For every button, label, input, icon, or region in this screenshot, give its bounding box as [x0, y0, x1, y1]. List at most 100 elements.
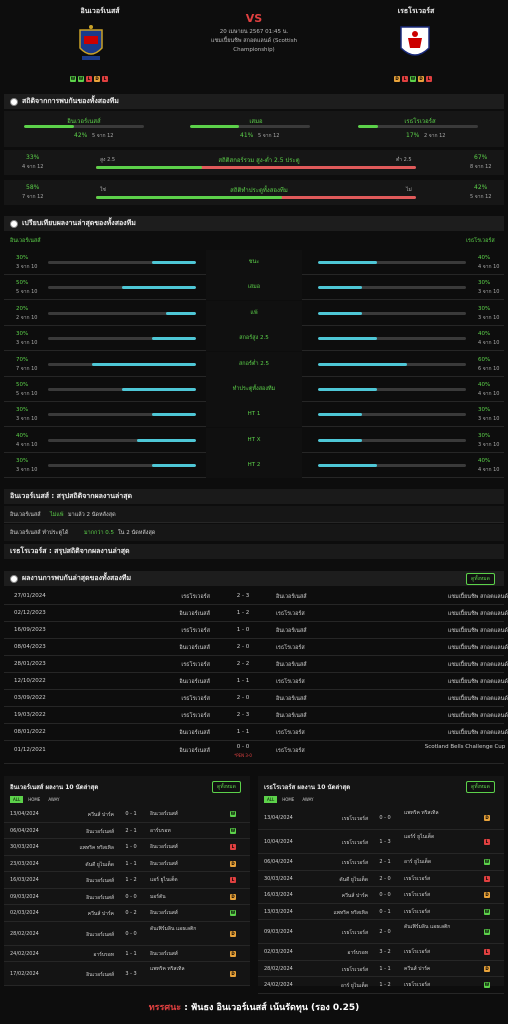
table-row[interactable]: 08/01/2022 อินเวอร์เนสส์ 1 - 1 เรธโรเวอร์ส แ… — [4, 724, 508, 741]
table-row[interactable]: 27/01/2024 เรธโรเวอร์ส 2 - 3 อินเวอร์เนสส์ แ… — [4, 588, 508, 605]
home-bar — [48, 337, 196, 341]
table-row[interactable]: 28/02/2024 อินเวอร์เนสส์ 0 - 0 ดันเฟิร์มลิน… — [4, 922, 250, 946]
filter-tab-home[interactable]: HOME — [282, 797, 295, 802]
away-pct: 40% — [478, 458, 491, 465]
home-bar-fill — [122, 286, 196, 290]
table-row[interactable]: 13/03/2024 แพทริค ทริสเทิล 0 - 1 เรธโรเวอร์… — [258, 904, 504, 920]
table-row[interactable]: 23/03/2024 ดันดี ยูไนเต็ด 1 - 1 อินเวอร์เนส… — [4, 856, 250, 872]
table-row[interactable]: 09/03/2024 เรธโรเวอร์ส 2 - 0 ดันเฟิร์มลิน แ… — [258, 920, 504, 944]
compare-row: 20% 2 จาก 10 แพ้ 30% 3 จาก 10 — [4, 300, 504, 326]
table-row[interactable]: 03/09/2022 เรธโรเวอร์ส 2 - 0 อินเวอร์เนสส์ แ… — [4, 690, 508, 707]
home-count: 3 จาก 10 — [16, 416, 38, 423]
competition: แชมเปี้ยนชิพ สกอตแลนด์ — [447, 730, 508, 736]
score: 2 - 1 — [125, 827, 137, 834]
h2h-stats-header: สถิติจากการพบกันของทั้งสองทีม — [4, 94, 504, 109]
away-view-all-button[interactable]: ดูทั้งหมด — [466, 781, 495, 793]
table-row[interactable]: 08/04/2023 อินเวอร์เนสส์ 2 - 0 เรธโรเวอร์ส แ… — [4, 639, 508, 656]
btts-panel: 58% 7 จาก 12 ใช่ สถิติทำประตูทั้งสองทีม … — [4, 180, 504, 205]
score: 2 - 0 — [379, 875, 391, 882]
under-count: 8 จาก 12 — [470, 164, 492, 170]
compare-row: 40% 4 จาก 10 HT X 30% 3 จาก 10 — [4, 427, 504, 453]
filter-tab-all[interactable]: ALL — [264, 796, 278, 803]
table-row[interactable]: 06/04/2024 เรธโรเวอร์ส 2 - 1 อาร์ ยูไนเต็ด W — [258, 854, 504, 871]
home-team: เรธโรเวอร์ส — [181, 594, 210, 600]
home-pct: 20% — [16, 305, 29, 312]
over-count: 4 จาก 12 — [22, 164, 44, 170]
score: 2 - 3 — [236, 712, 250, 718]
match-date: 13/04/2024 — [10, 811, 39, 818]
result-badge: D — [230, 930, 236, 937]
table-row[interactable]: 13/04/2024 เรธโรเวอร์ส 0 - 0 แพทริค ทริสเทิ… — [258, 806, 504, 830]
home-view-all-button[interactable]: ดูทั้งหมด — [212, 781, 241, 793]
compare-label: เสมอ — [206, 275, 302, 301]
table-row[interactable]: 02/03/2024 ควีนส์ ปาร์ค 0 - 2 อินเวอร์เนสส์… — [4, 905, 250, 922]
table-row[interactable]: 02/12/2023 อินเวอร์เนสส์ 1 - 2 เรธโรเวอร์ส แ… — [4, 605, 508, 622]
summary-highlight: มากกว่า 0.5 — [84, 530, 115, 536]
home-filter-tabs: ALL HOME AWAY — [10, 796, 64, 803]
result-badge: L — [484, 875, 490, 882]
home-count: 3 จาก 10 — [16, 467, 38, 474]
filter-tab-away[interactable]: AWAY — [302, 797, 314, 802]
panel-title: เรธโรเวอร์ส ผลงาน 10 นัดล่าสุด — [264, 784, 351, 791]
away-team: เรธโรเวอร์ส — [404, 949, 431, 956]
compare-row: 30% 3 จาก 10 HT 1 30% 3 จาก 10 — [4, 402, 504, 428]
home-win-count: 5 จาก 12 — [92, 133, 114, 139]
away-bar-fill — [318, 286, 363, 290]
home-team-logo[interactable] — [76, 24, 106, 64]
table-row[interactable]: 28/02/2024 เรธโรเวอร์ส 1 - 1 ควีนส์ ปาร์ค D — [258, 961, 504, 977]
table-row[interactable]: 28/01/2023 เรธโรเวอร์ส 2 - 2 อินเวอร์เนสส์ แ… — [4, 656, 508, 673]
home-pct: 30% — [16, 255, 29, 261]
away-team-name[interactable]: เรธโรเวอร์ส — [397, 7, 435, 15]
home-team-name[interactable]: อินเวอร์เนสส์ — [80, 7, 120, 15]
away-team: อินเวอร์เนสส์ — [276, 628, 307, 634]
compare-label: HT 1 — [206, 402, 302, 428]
summary-text: มาแล้ว 2 นัดหลังสุด — [68, 512, 116, 518]
compare-row: 30% 3 จาก 10 HT 2 40% 4 จาก 10 — [4, 453, 504, 479]
table-row[interactable]: 01/12/2021 อินเวอร์เนสส์ 0 - 0 *PEN 3-0 … — [4, 740, 505, 764]
table-row[interactable]: 06/04/2024 อินเวอร์เนสส์ 2 - 1 อาร์บรอท W — [4, 823, 250, 839]
table-row[interactable]: 19/03/2022 เรธโรเวอร์ส 2 - 3 อินเวอร์เนสส์ แ… — [4, 707, 508, 724]
score: 1 - 2 — [236, 610, 250, 616]
competition: แชมเปี้ยนชิพ สกอตแลนด์ — [447, 696, 508, 702]
away-team-logo[interactable] — [398, 24, 432, 64]
home-count: 2 จาก 10 — [16, 314, 38, 321]
home-team: ควีนส์ ปาร์ค — [87, 911, 114, 918]
compare-label: HT 2 — [206, 453, 302, 479]
filter-tab-home[interactable]: HOME — [28, 797, 41, 802]
compare-home-team: อินเวอร์เนสส์ — [10, 238, 41, 244]
score: 3 - 3 — [125, 971, 137, 977]
table-row[interactable]: 10/04/2024 เรธโรเวอร์ส 1 - 3 แอร์ร์ ยูไนเต็… — [258, 830, 504, 854]
table-row[interactable]: 24/02/2024 อาร์ ยูไนเต็ด 1 - 2 เรธโรเวอร์ส W — [258, 977, 504, 994]
compare-row: 50% 5 จาก 10 เสมอ 30% 3 จาก 10 — [4, 275, 504, 301]
table-row[interactable]: 30/03/2024 แพทริค ทริสเทิล 1 - 0 อินเวอร์เน… — [4, 839, 250, 856]
filter-tab-away[interactable]: AWAY — [48, 797, 60, 802]
away-team: ดันเฟิร์มลิน แอธเลติก — [404, 924, 451, 930]
away-count: 4 จาก 10 — [478, 340, 500, 347]
table-row[interactable]: 17/02/2024 อินเวอร์เนสส์ 3 - 3 แพทริค ทริสเ… — [4, 962, 250, 986]
filter-tab-all[interactable]: ALL — [10, 796, 24, 803]
vs-label: VS — [245, 12, 263, 25]
home-team: เรธโรเวอร์ส — [341, 840, 368, 846]
table-row[interactable]: 12/10/2022 อินเวอร์เนสส์ 1 - 1 เรธโรเวอร์ส แ… — [4, 673, 508, 690]
table-row[interactable]: 16/09/2023 เรธโรเวอร์ส 1 - 0 อินเวอร์เนสส์ แ… — [4, 622, 508, 639]
table-row[interactable]: 16/03/2024 อินเวอร์เนสส์ 1 - 2 แอร์ ยูไนเต็… — [4, 872, 250, 889]
table-row[interactable]: 09/03/2024 อินเวอร์เนสส์ 0 - 0 มอร์ตัน D — [4, 889, 250, 905]
home-team: อินเวอร์เนสส์ — [179, 730, 210, 736]
result-badge: W — [70, 76, 76, 82]
result-badge: D — [230, 950, 236, 957]
result-badge: D — [418, 76, 424, 82]
table-row[interactable]: 24/02/2024 อาร์บรอท 1 - 1 อินเวอร์เนสส์ D — [4, 946, 250, 962]
table-row[interactable]: 13/04/2024 ควีนส์ ปาร์ค 0 - 1 อินเวอร์เนสส์… — [4, 806, 250, 823]
away-win-label: เรธโรเวอร์ส — [404, 118, 436, 125]
match-date: 01/12/2021 — [14, 747, 46, 753]
away-count: 3 จาก 10 — [478, 416, 500, 423]
summary-highlight: ไม่แพ้ — [50, 512, 64, 518]
table-row[interactable]: 30/03/2024 ดันดี ยูไนเต็ด 2 - 0 เรธโรเวอร์ส… — [258, 871, 504, 887]
away-team: เรธโรเวอร์ส — [276, 748, 305, 754]
h2h-view-all-button[interactable]: ดูทั้งหมด — [466, 573, 495, 585]
home-team: เรธโรเวอร์ส — [181, 696, 210, 702]
draw-label: เสมอ — [249, 118, 263, 125]
over-under-panel: 33% 4 จาก 12 สูง 2.5 สถิติสกอร์รวม สูง-ต… — [4, 150, 504, 175]
table-row[interactable]: 16/03/2024 ควีนส์ ปาร์ค 0 - 0 เรธโรเวอร์ส D — [258, 887, 504, 904]
table-row[interactable]: 02/03/2024 อาร์บรอท 3 - 2 เรธโรเวอร์ส L — [258, 944, 504, 961]
